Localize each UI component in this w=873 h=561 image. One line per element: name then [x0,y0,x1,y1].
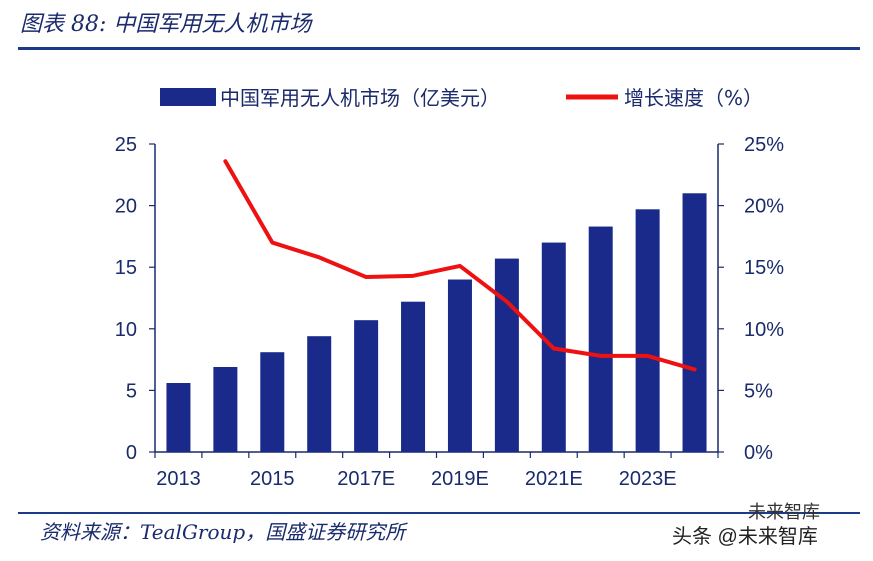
y-left-tick-labels: 0 5 10 15 20 25 [115,134,137,464]
bar [166,383,191,452]
bars [166,193,707,452]
y-right-tick-label: 20% [744,196,784,218]
bar [635,209,660,452]
x-tick-label: 2013 [156,468,201,490]
x-tick-label: 2019E [431,468,489,490]
x-tick-label: 2023E [619,468,677,490]
y-left-tick-label: 15 [115,257,137,279]
y-left-tick-label: 20 [115,196,137,218]
bar [401,301,426,452]
top-rule [18,47,860,50]
legend: 中国军用无人机市场（亿美元） 增长速度（%） [160,86,763,110]
bottom-rule [18,512,860,514]
watermark-extra: 未来智库 [748,502,820,522]
y-right-tick-label: 0% [744,442,773,464]
bar [354,320,379,452]
y-right-tick-label: 10% [744,319,784,341]
y-right-tick-label: 25% [744,134,784,156]
bar [682,193,707,452]
y-left-tick-label: 0 [126,442,137,464]
bar [494,258,519,452]
x-tick-label: 2015 [250,468,295,490]
figure-title: 图表 88: 中国军用无人机市场 [20,12,312,37]
legend-line-label: 增长速度（%） [624,86,763,110]
y-right-tick-labels: 0% 5% 10% 15% 20% 25% [744,134,784,464]
y-left-tick-label: 5 [126,380,137,402]
bar [307,336,332,452]
y-left-tick-label: 10 [115,319,137,341]
y-left-tick-label: 25 [115,134,137,156]
source-note: 资料来源：TealGroup，国盛证券研究所 [40,520,406,544]
y-right-tick-label: 5% [744,380,773,402]
x-tick-label: 2017E [337,468,395,490]
legend-bar-label: 中国军用无人机市场（亿美元） [220,86,500,110]
bar [447,279,472,452]
x-tick-labels: 2013 2015 2017E 2019E 2021E 2023E [156,468,676,490]
watermark: 头条 @未来智库 [672,526,818,548]
bar [588,226,613,452]
bar [213,366,238,452]
axes [149,143,724,458]
legend-bar-swatch [160,88,216,106]
bar [260,352,285,452]
x-tick-label: 2021E [525,468,583,490]
y-right-tick-label: 15% [744,257,784,279]
growth-line [223,159,697,372]
